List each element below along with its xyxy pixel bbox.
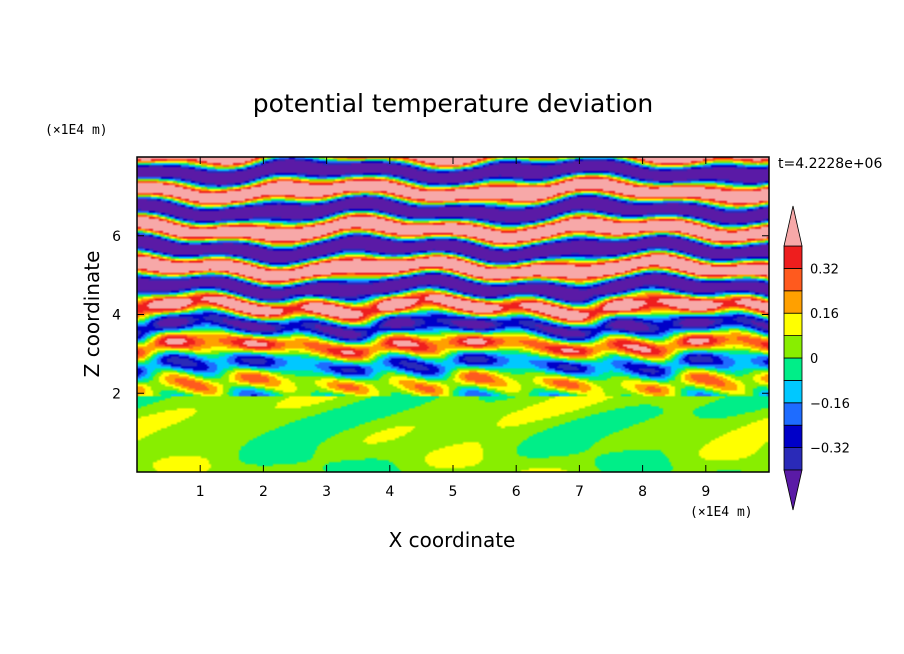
x-unit-label: (×1E4 m) xyxy=(690,505,753,520)
y-tick-label: 2 xyxy=(112,386,121,402)
colorbar-label: 0 xyxy=(810,352,818,367)
y-tick-label: 6 xyxy=(112,229,121,245)
colorbar: 0.32 0.16 0 −0.16 −0.32 xyxy=(783,205,850,511)
x-axis-label: X coordinate xyxy=(389,528,516,552)
colorbar-box xyxy=(783,335,803,359)
x-tick-label: 6 xyxy=(512,484,521,500)
time-label: t=4.2228e+06 xyxy=(778,156,882,172)
x-tick-label: 8 xyxy=(638,484,647,500)
colorbar-box xyxy=(783,290,803,314)
y-axis-label: Z coordinate xyxy=(80,251,104,378)
colorbar-box xyxy=(783,312,803,337)
colorbar-box xyxy=(783,424,803,449)
chart-title: potential temperature deviation xyxy=(253,89,653,118)
x-tick-label: 9 xyxy=(701,484,710,500)
colorbar-box xyxy=(783,245,803,269)
x-tick-label: 2 xyxy=(259,484,268,500)
x-tick-label: 4 xyxy=(385,484,394,500)
x-tick-label: 1 xyxy=(196,484,205,500)
y-tick-label: 4 xyxy=(112,308,121,324)
x-axis: 1 2 3 4 5 6 7 8 9 xyxy=(196,157,710,500)
colorbar-box xyxy=(783,379,803,404)
contour-image xyxy=(137,157,769,472)
x-tick-label: 5 xyxy=(449,484,458,500)
colorbar-label: −0.32 xyxy=(810,442,850,457)
colorbar-label: −0.16 xyxy=(810,397,850,412)
y-axis: 2 4 6 xyxy=(112,229,769,402)
colorbar-extend-min xyxy=(783,469,803,511)
y-unit-label: (×1E4 m) xyxy=(45,123,108,138)
colorbar-box xyxy=(783,447,803,471)
x-tick-label: 3 xyxy=(322,484,331,500)
colorbar-box xyxy=(783,357,803,381)
colorbar-box xyxy=(783,267,803,292)
x-tick-label: 7 xyxy=(575,484,584,500)
colorbar-label: 0.32 xyxy=(810,262,839,277)
colorbar-box xyxy=(783,402,803,426)
colorbar-extend-max xyxy=(783,205,803,247)
colorbar-label: 0.16 xyxy=(810,307,839,322)
contour-field xyxy=(137,157,769,472)
